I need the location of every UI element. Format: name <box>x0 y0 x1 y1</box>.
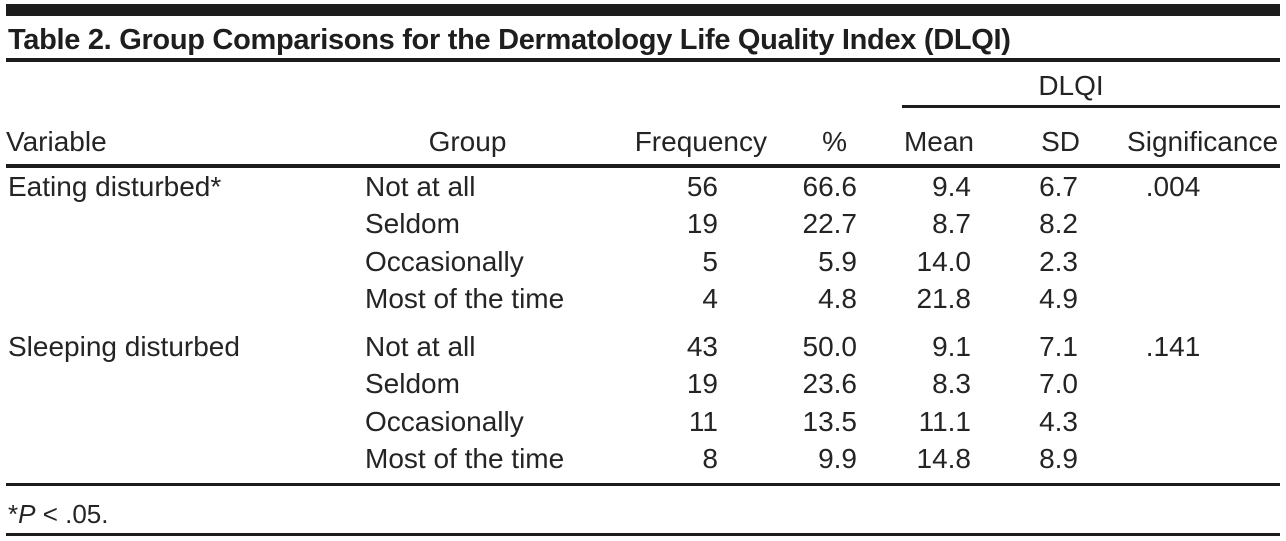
table-row: Most of the time 8 9.9 14.8 8.9 <box>6 441 1280 479</box>
cell-significance <box>1082 403 1280 441</box>
column-header-percent: % <box>770 108 860 168</box>
cell-sd: 8.2 <box>1039 208 1078 240</box>
cell-sd: 4.3 <box>1039 405 1078 437</box>
table-row: Eating disturbed* Not at all 56 66.6 9.4… <box>6 166 1280 206</box>
cell-frequency: 56 <box>686 170 718 202</box>
cell-significance <box>1082 243 1280 281</box>
cell-mean: 21.8 <box>916 283 972 315</box>
footnote-p-symbol: P <box>18 499 36 529</box>
cell-sd: 7.0 <box>1039 368 1078 400</box>
cell-group: Occasionally <box>365 245 524 277</box>
cell-frequency: 8 <box>702 443 718 475</box>
cell-frequency: 19 <box>686 208 718 240</box>
cell-percent: 23.6 <box>802 368 858 400</box>
cell-significance <box>1082 441 1280 479</box>
cell-mean: 8.3 <box>932 368 971 400</box>
footnote-threshold: < .05. <box>35 499 109 529</box>
cell-mean: 14.0 <box>916 245 972 277</box>
cell-percent: 5.9 <box>818 245 857 277</box>
cell-group: Most of the time <box>365 443 565 475</box>
cell-frequency: 43 <box>686 330 718 362</box>
cell-variable <box>6 403 365 441</box>
cell-percent: 4.8 <box>818 283 857 315</box>
cell-significance <box>1082 366 1280 404</box>
column-header-group: Group <box>365 108 570 168</box>
top-rule <box>6 4 1280 16</box>
cell-sd: 6.7 <box>1039 170 1078 202</box>
cell-mean: 9.4 <box>932 170 971 202</box>
cell-group: Seldom <box>365 208 460 240</box>
cell-group: Occasionally <box>365 405 524 437</box>
cell-variable <box>6 243 365 281</box>
cell-variable <box>6 441 365 479</box>
cell-sd: 2.3 <box>1039 245 1078 277</box>
cell-mean: 9.1 <box>932 330 971 362</box>
table-row: Occasionally 5 5.9 14.0 2.3 <box>6 243 1280 281</box>
column-header-frequency: Frequency <box>570 108 770 168</box>
table-title: Table 2. Group Comparisons for the Derma… <box>6 16 1280 62</box>
cell-significance <box>1082 281 1280 319</box>
cell-significance: .141 <box>1145 330 1201 362</box>
spanner-row: DLQI <box>6 62 1281 108</box>
cell-variable: Eating disturbed* <box>8 170 222 202</box>
table-row: Seldom 19 23.6 8.3 7.0 <box>6 366 1280 404</box>
column-header-variable: Variable <box>6 108 365 168</box>
cell-variable <box>6 206 365 244</box>
bottom-rule <box>6 533 1280 536</box>
cell-variable: Sleeping disturbed <box>8 330 240 362</box>
cell-percent: 9.9 <box>818 443 857 475</box>
footnote-top-rule <box>6 483 1280 486</box>
spanner-spacer <box>6 62 860 108</box>
cell-group: Seldom <box>365 368 460 400</box>
dlqi-spanner-label: DLQI <box>1038 70 1104 101</box>
cell-variable <box>6 281 365 319</box>
cell-percent: 50.0 <box>802 330 858 362</box>
column-header-significance: Significance <box>1082 108 1281 168</box>
cell-frequency: 4 <box>702 283 718 315</box>
cell-mean: 14.8 <box>916 443 972 475</box>
dlqi-spanner-cell: DLQI <box>860 62 1281 108</box>
footnote-asterisk: * <box>8 499 19 529</box>
footnote: *P < .05. <box>6 486 1280 529</box>
table-row: Sleeping disturbed Not at all 43 50.0 9.… <box>6 318 1280 366</box>
cell-sd: 7.1 <box>1039 330 1078 362</box>
cell-sd: 4.9 <box>1039 283 1078 315</box>
cell-percent: 66.6 <box>802 170 858 202</box>
table-row: Most of the time 4 4.8 21.8 4.9 <box>6 281 1280 319</box>
table-row: Seldom 19 22.7 8.7 8.2 <box>6 206 1280 244</box>
cell-frequency: 5 <box>702 245 718 277</box>
cell-percent: 13.5 <box>802 405 858 437</box>
cell-mean: 11.1 <box>918 405 971 437</box>
cell-significance: .004 <box>1145 170 1201 202</box>
cell-variable <box>6 366 365 404</box>
cell-significance <box>1082 206 1280 244</box>
dlqi-table: DLQI Variable Group Frequency % Mean SD … <box>6 62 1281 479</box>
cell-group: Most of the time <box>365 283 565 315</box>
column-header-row: Variable Group Frequency % Mean SD Signi… <box>6 108 1281 168</box>
cell-percent: 22.7 <box>802 208 858 240</box>
dlqi-spanner: DLQI <box>902 70 1281 108</box>
column-header-mean: Mean <box>860 108 975 168</box>
cell-frequency: 19 <box>686 368 718 400</box>
table-row: Occasionally 11 13.5 11.1 4.3 <box>6 403 1280 441</box>
cell-frequency: 11 <box>688 405 718 437</box>
cell-mean: 8.7 <box>932 208 971 240</box>
cell-group: Not at all <box>365 330 476 362</box>
cell-group: Not at all <box>365 170 476 202</box>
column-header-sd: SD <box>975 108 1082 168</box>
cell-sd: 8.9 <box>1039 443 1078 475</box>
